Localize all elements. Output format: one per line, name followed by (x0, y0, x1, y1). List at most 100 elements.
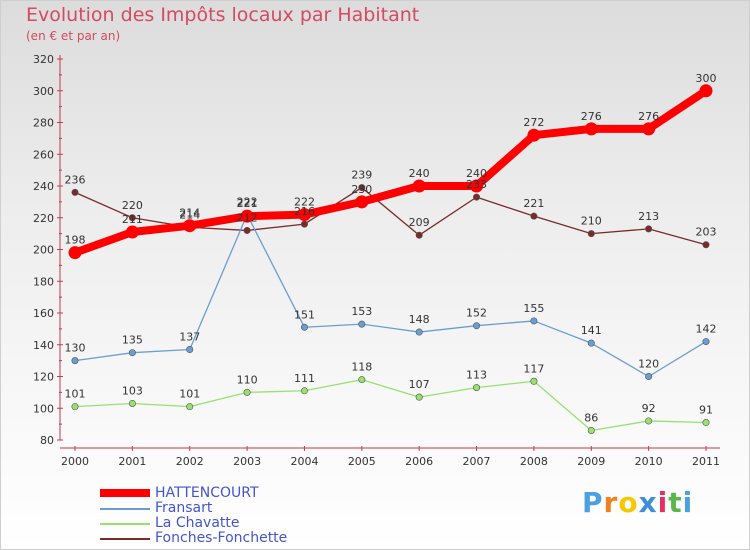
data-label-hattencourt: 240 (466, 167, 487, 180)
series-line-fransart (74, 213, 707, 378)
data-point-fonches-fonchette (243, 226, 251, 234)
data-point-la-chavatte (243, 388, 251, 396)
data-label-la-chavatte: 113 (466, 369, 487, 382)
data-label-la-chavatte: 110 (237, 373, 258, 386)
y-tick-label: 320 (33, 53, 54, 66)
data-point-la-chavatte (358, 376, 366, 384)
data-point-fransart (186, 346, 194, 354)
data-label-hattencourt: 300 (696, 72, 717, 85)
data-point-fransart (300, 323, 308, 331)
data-label-hattencourt: 240 (409, 167, 430, 180)
chart-subtitle: (en € et par an) (26, 29, 121, 43)
data-point-hattencourt (412, 179, 426, 193)
data-point-fransart (415, 328, 423, 336)
data-label-la-chavatte: 111 (294, 372, 315, 385)
data-point-fransart (128, 349, 136, 357)
data-label-la-chavatte: 101 (179, 388, 200, 401)
data-label-fransart: 148 (409, 313, 430, 326)
x-tick-label: 2006 (405, 455, 433, 468)
legend-label-hattencourt: HATTENCOURT (155, 485, 259, 501)
data-label-fonches-fonchette: 233 (466, 178, 487, 191)
data-point-la-chavatte (71, 403, 79, 411)
data-label-fonches-fonchette: 212 (237, 211, 258, 224)
data-label-fransart: 142 (696, 323, 717, 336)
logo-letter: r (603, 486, 619, 519)
data-point-hattencourt (470, 179, 484, 193)
y-tick-label: 100 (33, 402, 54, 415)
legend-swatch-fonches-fonchette (100, 538, 150, 540)
chart-title: Evolution des Impôts locaux par Habitant (26, 4, 420, 26)
data-label-hattencourt: 276 (638, 110, 659, 123)
data-label-hattencourt: 272 (523, 116, 544, 129)
data-point-fransart (358, 320, 366, 328)
data-label-fransart: 155 (523, 302, 544, 315)
legend-swatch-fransart (100, 508, 150, 510)
line-chart: 80 100 120 140 160 180 200 220 240 260 280 300 320 20… (33, 53, 720, 468)
data-point-fonches-fonchette (71, 188, 79, 196)
data-point-la-chavatte (530, 377, 538, 385)
x-tick-label: 2001 (118, 455, 146, 468)
data-label-fransart: 120 (638, 358, 659, 371)
data-label-fonches-fonchette: 220 (122, 199, 143, 212)
x-tick-label: 2002 (176, 455, 204, 468)
y-tick-label: 280 (33, 117, 54, 130)
data-point-fonches-fonchette (530, 212, 538, 220)
data-point-la-chavatte (186, 403, 194, 411)
data-label-fransart: 151 (294, 308, 315, 321)
data-point-fonches-fonchette (645, 225, 653, 233)
data-label-fransart: 135 (122, 334, 143, 347)
legend-swatch-hattencourt (100, 489, 150, 497)
x-tick-label: 2005 (348, 455, 376, 468)
data-label-la-chavatte: 86 (584, 411, 598, 424)
data-label-la-chavatte: 91 (699, 404, 713, 417)
data-point-fonches-fonchette (300, 220, 308, 228)
data-label-la-chavatte: 103 (122, 384, 143, 397)
data-label-fonches-fonchette: 221 (523, 197, 544, 210)
data-label-fonches-fonchette: 203 (696, 226, 717, 239)
logo-letter: o (618, 486, 639, 519)
data-point-fransart (702, 338, 710, 346)
y-tick-label: 180 (33, 275, 54, 288)
x-tick-label: 2008 (520, 455, 548, 468)
data-point-la-chavatte (473, 384, 481, 392)
data-point-fransart (530, 317, 538, 325)
data-label-fransart: 153 (351, 305, 372, 318)
y-tick-label: 220 (33, 212, 54, 225)
data-point-la-chavatte (645, 417, 653, 425)
data-point-la-chavatte (128, 399, 136, 407)
data-label-hattencourt: 198 (65, 234, 86, 247)
data-point-fransart (71, 357, 79, 365)
logo-letter: P (582, 486, 604, 519)
x-tick-label: 2007 (463, 455, 491, 468)
data-label-hattencourt: 211 (122, 213, 143, 226)
y-tick-label: 300 (33, 85, 54, 98)
y-tick-label: 120 (33, 371, 54, 384)
legend-label-fransart: Fransart (155, 500, 213, 516)
x-tick-label: 2000 (61, 455, 89, 468)
data-point-la-chavatte (300, 387, 308, 395)
series-line-hattencourt (73, 87, 709, 257)
data-point-fonches-fonchette (128, 214, 136, 222)
data-label-la-chavatte: 101 (65, 388, 86, 401)
data-label-la-chavatte: 118 (351, 361, 372, 374)
x-tick-label: 2009 (577, 455, 605, 468)
data-label-la-chavatte: 107 (409, 378, 430, 391)
x-tick-label: 2011 (692, 455, 720, 468)
x-tick-label: 2004 (290, 455, 318, 468)
data-point-hattencourt (355, 195, 369, 209)
data-point-fonches-fonchette (702, 241, 710, 249)
data-point-hattencourt (183, 219, 197, 233)
logo-letter: i (657, 486, 669, 519)
y-tick-label: 80 (40, 434, 54, 447)
data-label-fonches-fonchette: 236 (65, 173, 86, 186)
data-point-fransart (473, 322, 481, 330)
data-point-hattencourt (584, 122, 598, 136)
data-label-fonches-fonchette: 214 (179, 208, 200, 221)
data-point-hattencourt (68, 246, 82, 260)
data-label-fonches-fonchette: 209 (409, 216, 430, 229)
data-label-fransart: 152 (466, 307, 487, 320)
data-point-fransart (645, 372, 653, 380)
data-label-hattencourt: 230 (351, 183, 372, 196)
logo-letter: x (638, 486, 658, 519)
data-point-hattencourt (527, 128, 541, 142)
